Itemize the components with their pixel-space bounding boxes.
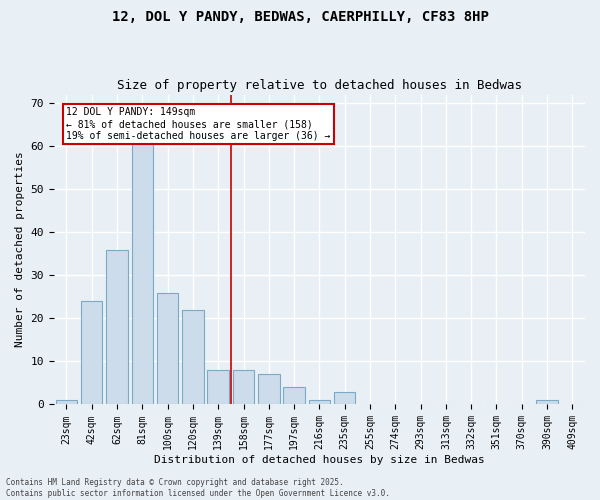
Bar — [308, 400, 330, 404]
Bar — [106, 250, 128, 404]
Bar — [131, 138, 153, 404]
Bar — [157, 292, 178, 405]
Bar — [81, 301, 103, 405]
Bar — [536, 400, 558, 404]
Bar — [208, 370, 229, 404]
Bar — [233, 370, 254, 404]
Bar — [283, 388, 305, 404]
Bar — [56, 400, 77, 404]
X-axis label: Distribution of detached houses by size in Bedwas: Distribution of detached houses by size … — [154, 455, 485, 465]
Bar — [258, 374, 280, 404]
Y-axis label: Number of detached properties: Number of detached properties — [15, 152, 25, 348]
Text: 12 DOL Y PANDY: 149sqm
← 81% of detached houses are smaller (158)
19% of semi-de: 12 DOL Y PANDY: 149sqm ← 81% of detached… — [67, 108, 331, 140]
Bar — [182, 310, 203, 404]
Title: Size of property relative to detached houses in Bedwas: Size of property relative to detached ho… — [117, 79, 522, 92]
Text: 12, DOL Y PANDY, BEDWAS, CAERPHILLY, CF83 8HP: 12, DOL Y PANDY, BEDWAS, CAERPHILLY, CF8… — [112, 10, 488, 24]
Text: Contains HM Land Registry data © Crown copyright and database right 2025.
Contai: Contains HM Land Registry data © Crown c… — [6, 478, 390, 498]
Bar — [334, 392, 355, 404]
